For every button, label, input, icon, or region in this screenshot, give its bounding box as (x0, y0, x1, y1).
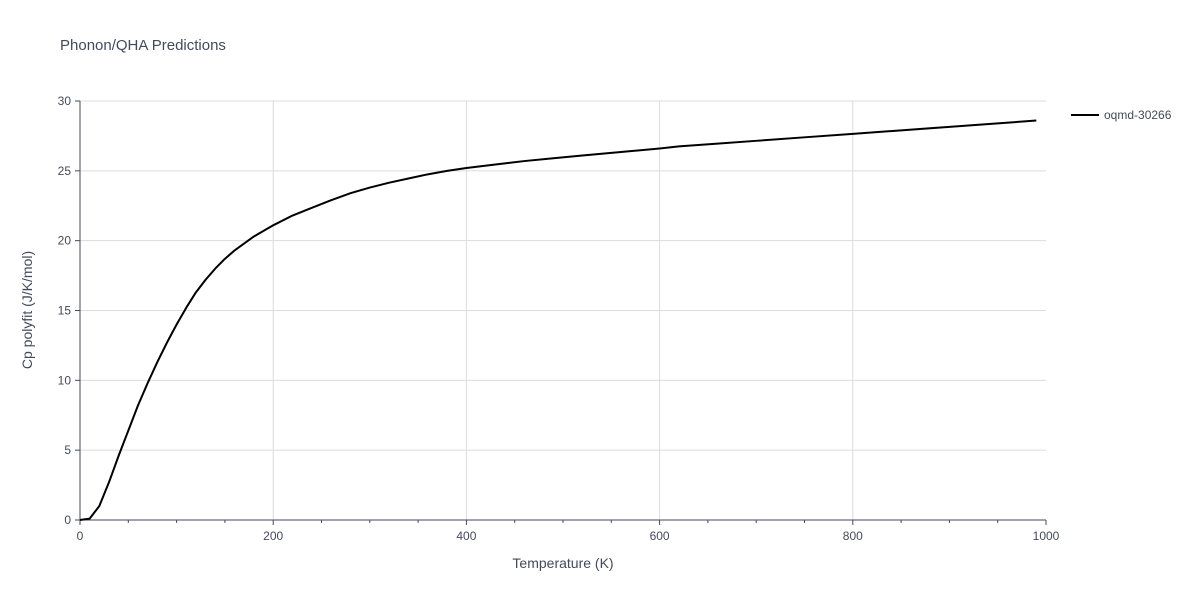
x-tick-label: 400 (456, 529, 476, 543)
y-tick-label: 25 (58, 164, 72, 178)
y-tick-label: 5 (64, 443, 71, 457)
tick-labels: 0 5 10 15 20 25 30 0 200 400 600 800 1000 (58, 94, 1060, 543)
x-tick-label: 600 (650, 529, 670, 543)
y-tick-label: 15 (58, 304, 72, 318)
x-tick-label: 200 (263, 529, 283, 543)
x-tick-label: 1000 (1033, 529, 1060, 543)
x-axis-title: Temperature (K) (512, 555, 613, 571)
y-tick-label: 10 (58, 373, 72, 387)
y-axis-title: Cp polyfit (J/K/mol) (19, 251, 35, 369)
legend-label-oqmd-30266: oqmd-30266 (1104, 108, 1172, 122)
grid (80, 100, 1046, 520)
y-tick-label: 30 (58, 94, 72, 108)
series-layer (79, 119, 1037, 521)
chart-title: Phonon/QHA Predictions (60, 37, 226, 54)
legend[interactable]: oqmd-30266 (1071, 108, 1172, 122)
y-tick-label: 20 (58, 234, 72, 248)
axes (75, 100, 1047, 525)
series-line-oqmd-30266[interactable] (79, 119, 1037, 521)
y-tick-label: 0 (64, 513, 71, 527)
x-tick-label: 800 (843, 529, 863, 543)
x-tick-label: 0 (77, 529, 84, 543)
